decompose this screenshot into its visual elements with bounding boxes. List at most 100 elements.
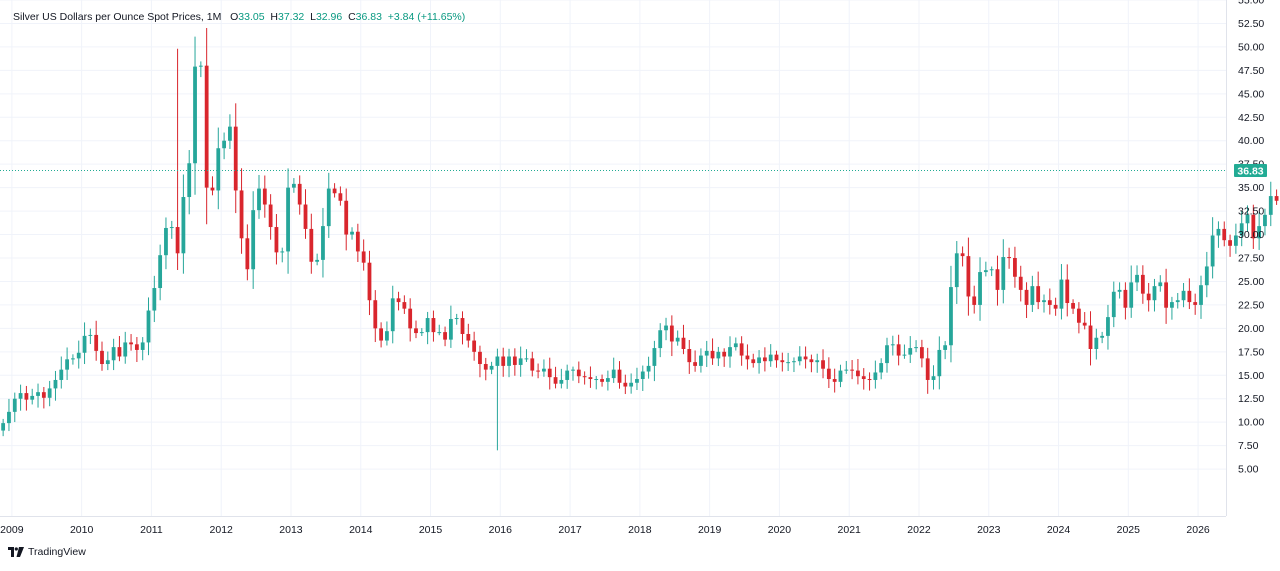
candle[interactable] bbox=[937, 336, 942, 390]
candle[interactable] bbox=[1233, 223, 1238, 254]
candle[interactable] bbox=[571, 366, 575, 381]
candle[interactable] bbox=[262, 175, 267, 218]
candle[interactable] bbox=[12, 392, 17, 423]
candle[interactable] bbox=[722, 348, 727, 367]
candle[interactable] bbox=[873, 360, 878, 389]
candle[interactable] bbox=[896, 334, 901, 366]
candle[interactable] bbox=[65, 347, 70, 381]
candle[interactable] bbox=[553, 366, 558, 389]
candle[interactable] bbox=[489, 361, 494, 375]
candle[interactable] bbox=[966, 237, 971, 316]
candle[interactable] bbox=[1222, 221, 1227, 247]
candle[interactable] bbox=[198, 61, 203, 78]
candle[interactable] bbox=[408, 298, 413, 342]
candle[interactable] bbox=[251, 191, 256, 289]
candle[interactable] bbox=[193, 36, 197, 195]
candle[interactable] bbox=[803, 346, 808, 369]
candle[interactable] bbox=[536, 363, 541, 379]
candle[interactable] bbox=[280, 247, 285, 263]
candle[interactable] bbox=[1152, 278, 1157, 312]
candle[interactable] bbox=[431, 310, 436, 342]
candle[interactable] bbox=[908, 336, 913, 363]
candle[interactable] bbox=[443, 326, 447, 347]
candle[interactable] bbox=[611, 357, 616, 383]
candle[interactable] bbox=[495, 348, 500, 451]
candle[interactable] bbox=[158, 244, 163, 301]
candle[interactable] bbox=[350, 227, 354, 240]
candle[interactable] bbox=[879, 358, 884, 380]
candle[interactable] bbox=[867, 372, 872, 391]
candle[interactable] bbox=[41, 387, 46, 409]
candle[interactable] bbox=[82, 322, 87, 365]
candle[interactable] bbox=[222, 132, 227, 160]
candle[interactable] bbox=[425, 311, 430, 345]
candle[interactable] bbox=[745, 344, 750, 370]
candle[interactable] bbox=[1053, 297, 1058, 316]
candle[interactable] bbox=[146, 297, 151, 356]
candle[interactable] bbox=[396, 291, 401, 311]
candle[interactable] bbox=[1013, 246, 1017, 288]
candle[interactable] bbox=[640, 365, 645, 391]
candle[interactable] bbox=[239, 168, 244, 254]
candle[interactable] bbox=[972, 285, 977, 314]
candle[interactable] bbox=[960, 246, 965, 267]
candle[interactable] bbox=[1140, 265, 1145, 304]
candle[interactable] bbox=[216, 127, 221, 210]
candle[interactable] bbox=[129, 334, 133, 351]
candle[interactable] bbox=[297, 175, 302, 215]
candle[interactable] bbox=[576, 361, 581, 384]
candle[interactable] bbox=[623, 374, 628, 395]
candle[interactable] bbox=[652, 340, 657, 382]
candles[interactable] bbox=[1, 27, 1280, 451]
candle[interactable] bbox=[1164, 268, 1169, 324]
candle[interactable] bbox=[321, 207, 325, 278]
candle[interactable] bbox=[809, 354, 814, 373]
candle[interactable] bbox=[1170, 296, 1174, 320]
candle[interactable] bbox=[361, 239, 366, 271]
candle[interactable] bbox=[152, 275, 157, 323]
candle[interactable] bbox=[1251, 204, 1256, 249]
candle[interactable] bbox=[36, 383, 40, 408]
candle[interactable] bbox=[344, 188, 349, 251]
candle[interactable] bbox=[931, 365, 936, 390]
candle[interactable] bbox=[134, 337, 139, 363]
candle[interactable] bbox=[30, 388, 35, 405]
candle[interactable] bbox=[768, 344, 773, 367]
candle[interactable] bbox=[309, 213, 314, 274]
candle[interactable] bbox=[1082, 312, 1087, 330]
candle[interactable] bbox=[1123, 282, 1128, 320]
candle[interactable] bbox=[105, 351, 110, 371]
candle[interactable] bbox=[902, 344, 907, 359]
candle[interactable] bbox=[448, 305, 453, 348]
candle[interactable] bbox=[512, 348, 517, 376]
candle[interactable] bbox=[1204, 251, 1209, 298]
candle[interactable] bbox=[1146, 282, 1151, 312]
candle[interactable] bbox=[1042, 294, 1046, 313]
candle[interactable] bbox=[1129, 265, 1134, 318]
candle[interactable] bbox=[117, 336, 122, 362]
candle[interactable] bbox=[1047, 288, 1052, 315]
candle[interactable] bbox=[780, 352, 785, 372]
candle[interactable] bbox=[1135, 265, 1139, 292]
candle[interactable] bbox=[675, 330, 680, 346]
candle[interactable] bbox=[1, 418, 6, 437]
candle[interactable] bbox=[268, 194, 273, 240]
candle[interactable] bbox=[838, 364, 843, 388]
candle[interactable] bbox=[483, 357, 488, 381]
candle[interactable] bbox=[1263, 208, 1267, 236]
candle[interactable] bbox=[1111, 281, 1116, 328]
candle[interactable] bbox=[88, 328, 93, 345]
candle[interactable] bbox=[1030, 275, 1035, 312]
candle[interactable] bbox=[716, 346, 721, 367]
candle[interactable] bbox=[687, 339, 692, 374]
candle[interactable] bbox=[1106, 304, 1110, 350]
candle[interactable] bbox=[1088, 311, 1093, 366]
candle[interactable] bbox=[1024, 282, 1029, 318]
candle[interactable] bbox=[1245, 205, 1250, 232]
candle[interactable] bbox=[856, 358, 860, 385]
candle[interactable] bbox=[460, 311, 465, 345]
candle[interactable] bbox=[245, 224, 250, 281]
candle[interactable] bbox=[233, 103, 238, 214]
candle[interactable] bbox=[943, 341, 948, 360]
candle[interactable] bbox=[373, 290, 378, 343]
